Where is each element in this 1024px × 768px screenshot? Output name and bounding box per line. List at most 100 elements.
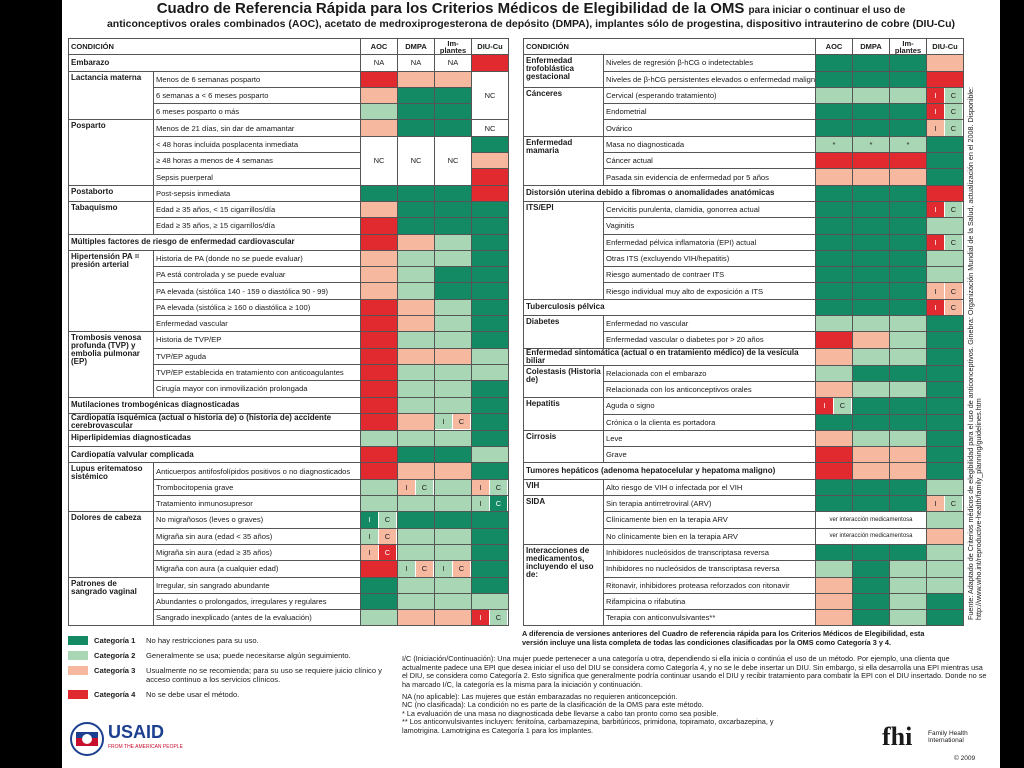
category-cell xyxy=(815,576,854,594)
split-part: I xyxy=(435,561,454,576)
table-row: Tabaquismo Edad ≥ 35 años, < 15 cigarrill… xyxy=(68,200,510,235)
table-row: Múltiples factores de riesgo de enfermed… xyxy=(67,233,510,251)
table-row: Migraña sin aura (edad ≥ 35 años) I C xyxy=(69,543,510,562)
group-text: Colestasis (Historia de) xyxy=(526,367,601,384)
condition: Leve xyxy=(602,429,817,448)
table-row: Postaborto Post-sepsis inmediata xyxy=(68,184,510,202)
condition: Cervical (esperando tratamiento) xyxy=(602,86,817,105)
table-row: ITS/EPI Cervicitis purulenta, clamidia, g… xyxy=(523,200,965,300)
category-cell xyxy=(397,543,436,562)
group-label: Cirrosis xyxy=(523,429,604,464)
split-part: I xyxy=(816,398,835,414)
category-cell xyxy=(434,331,473,349)
note-nc: NC (no clasificada): La condición no es … xyxy=(402,700,704,710)
category-cell xyxy=(360,217,399,235)
category-cell xyxy=(889,152,928,170)
category-cell xyxy=(471,54,510,72)
group-label: Posparto xyxy=(68,119,154,186)
legend-label: Categoría 1 xyxy=(94,636,136,645)
condition: No clínicamente bien en la terapia ARV xyxy=(602,527,817,545)
category-cell xyxy=(360,266,399,284)
group-label: Enfermedad sintomática (actual o en trat… xyxy=(522,347,817,366)
category-cell xyxy=(926,249,965,268)
condition: Abundantes o prolongados, irregulares y … xyxy=(152,592,362,611)
category-cell xyxy=(852,249,891,268)
split-part: C xyxy=(379,512,397,528)
category-cell xyxy=(434,70,473,88)
title-tail: para iniciar o continuar el uso de xyxy=(748,5,906,16)
column-header: Im- plantes xyxy=(434,37,473,56)
legend-item: Categoría 4 No se debe usar el método. xyxy=(68,690,398,699)
category-cell xyxy=(434,233,473,251)
group-text: Patrones de sangrado vaginal xyxy=(71,579,137,596)
legend-text: Usualmente no se recomienda; para su uso… xyxy=(146,666,382,684)
table-row: TVP/EP aguda xyxy=(69,347,510,365)
category-cell xyxy=(360,396,399,414)
condition: Grave xyxy=(602,446,817,464)
source: Fuente: Adaptado de Criterios médicos de… xyxy=(966,86,984,620)
table-row: Mutilaciones trombogénicas diagnosticada… xyxy=(67,396,510,414)
category-cell xyxy=(852,446,891,464)
condition: PA elevada (sistólica ≥ 160 o diastólica… xyxy=(152,298,362,317)
table-row: PA elevada (sistólica 140 - 159 o diastó… xyxy=(69,282,510,300)
category-cell xyxy=(434,103,473,121)
category-cell xyxy=(360,200,399,219)
table-row: Colestasis (Historia de) Relacionada con … xyxy=(523,364,965,399)
split-part: I xyxy=(361,529,380,544)
category-cell xyxy=(889,331,928,349)
condition: Sin terapia antirretroviral (ARV) xyxy=(602,495,817,513)
category-cell xyxy=(360,184,399,202)
group-label: ITS/EPI xyxy=(523,200,604,300)
category-cell xyxy=(852,233,891,251)
condition: Sangrado inexplicado (antes de la evalua… xyxy=(152,609,362,627)
category-cell xyxy=(926,560,965,578)
condition: Migraña con aura (a cualquier edad) xyxy=(152,560,362,578)
category-cell xyxy=(852,413,891,431)
category-cell xyxy=(889,119,928,137)
table-row: Dolores de cabeza No migrañosos (leves o … xyxy=(68,511,510,578)
category-cell xyxy=(471,429,510,448)
category-cell xyxy=(815,184,854,202)
category-cell xyxy=(471,266,510,284)
condition: Menos de 21 días, sin dar de amamantar xyxy=(152,119,362,137)
category-cell xyxy=(926,347,965,366)
group-text: Trombosis venosa profunda (TVP) y emboli… xyxy=(71,334,142,367)
group-label: Postaborto xyxy=(68,184,154,202)
category-cell xyxy=(926,364,965,382)
category-cell xyxy=(815,380,854,399)
condition: Post-sepsis inmediata xyxy=(152,184,362,202)
category-cell xyxy=(815,609,854,627)
note-ic: I/C (Iniciación/Continuación): Una mujer… xyxy=(402,654,987,689)
category-cell xyxy=(471,446,510,464)
category-cell xyxy=(434,363,473,382)
group-text: Enfermedad trofoblástica gestacional xyxy=(526,57,575,82)
category-cell xyxy=(889,298,928,317)
condition: Pasada sin evidencia de enfermedad por 5… xyxy=(602,168,817,186)
legend-text: Generalmente se usa; puede necesitarse a… xyxy=(146,651,351,660)
condition: Edad ≥ 35 años, < 15 cigarrillos/día xyxy=(152,200,362,219)
category-cell xyxy=(852,217,891,235)
split-part: C xyxy=(453,414,471,430)
group-text: Cánceres xyxy=(526,89,563,98)
category-cell xyxy=(397,200,436,219)
category-cell xyxy=(926,429,965,448)
split-part: C xyxy=(834,398,852,414)
condition: Historia de TVP/EP xyxy=(152,331,362,349)
category-cell xyxy=(815,592,854,611)
header-row: CONDICIÓN AOC DMPA Im- plantes DIU-Cu xyxy=(522,37,965,56)
category-cell xyxy=(815,478,854,497)
condition: Inhibidores nucleósidos de transcriptasa… xyxy=(602,543,817,562)
category-cell xyxy=(397,282,436,300)
category-cell xyxy=(471,380,510,398)
category-cell xyxy=(815,266,854,284)
group-label: VIH xyxy=(523,478,604,497)
